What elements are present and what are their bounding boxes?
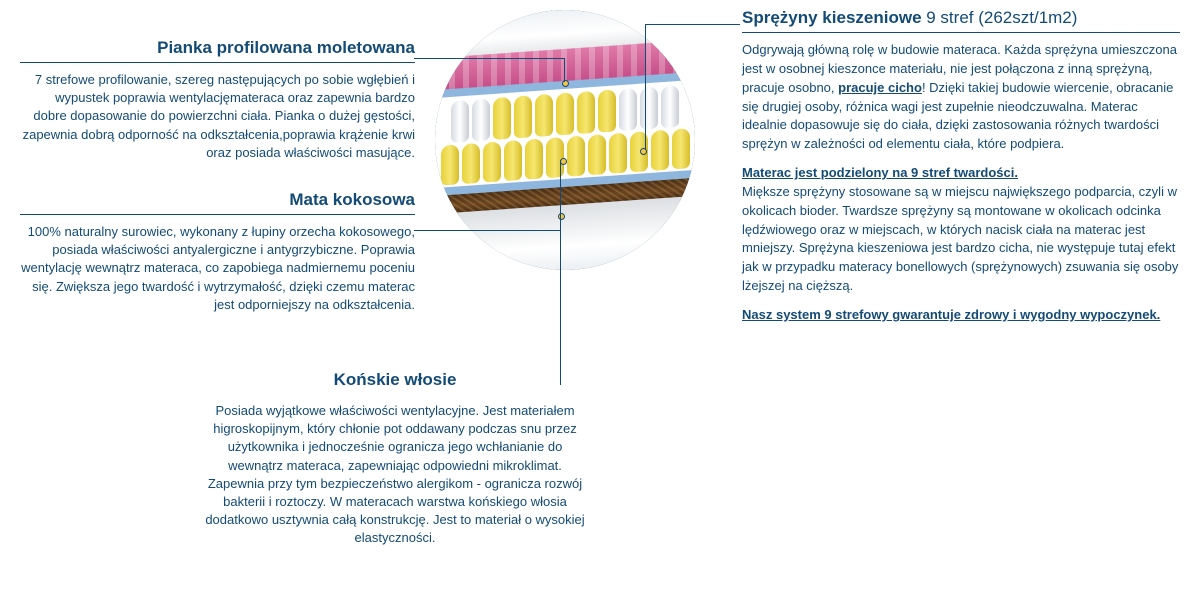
leader-line: [560, 160, 561, 385]
title-light: 9 stref (262szt/1m2): [922, 8, 1078, 27]
leader-line: [564, 58, 565, 82]
bottom-column: Końskie włosie Posiada wyjątkowe właściw…: [200, 370, 590, 576]
mattress-cross-section: [435, 10, 695, 270]
leader-line: [645, 24, 646, 150]
section-title: Końskie włosie: [200, 370, 590, 394]
right-column: Sprężyny kieszeniowe 9 stref (262szt/1m2…: [742, 8, 1180, 335]
section-foam: Pianka profilowana moletowana 7 strefowe…: [20, 38, 415, 162]
marker-horsehair: [560, 158, 567, 165]
paragraph: Nasz system 9 strefowy gwarantuje zdrowy…: [742, 306, 1180, 325]
section-body: Posiada wyjątkowe właściwości wentylacyj…: [200, 402, 590, 548]
section-body: Odgrywają główną rolę w budowie materaca…: [742, 41, 1180, 325]
paragraph: Materac jest podzielony na 9 stref tward…: [742, 164, 1180, 296]
leader-line: [414, 58, 564, 59]
section-title: Mata kokosowa: [20, 190, 415, 215]
circle-mask: [435, 10, 695, 270]
left-column: Pianka profilowana moletowana 7 strefowe…: [20, 38, 415, 342]
title-bold: Sprężyny kieszeniowe: [742, 8, 922, 27]
section-body: 100% naturalny surowiec, wykonany z łupi…: [20, 223, 415, 314]
section-horsehair: Końskie włosie Posiada wyjątkowe właściw…: [200, 370, 590, 548]
leader-line: [414, 230, 560, 231]
leader-line: [645, 24, 740, 25]
section-coconut: Mata kokosowa 100% naturalny surowiec, w…: [20, 190, 415, 314]
section-title: Pianka profilowana moletowana: [20, 38, 415, 63]
section-title: Sprężyny kieszeniowe 9 stref (262szt/1m2…: [742, 8, 1180, 33]
paragraph: Odgrywają główną rolę w budowie materaca…: [742, 41, 1180, 154]
section-body: 7 strefowe profilowanie, szereg następuj…: [20, 71, 415, 162]
